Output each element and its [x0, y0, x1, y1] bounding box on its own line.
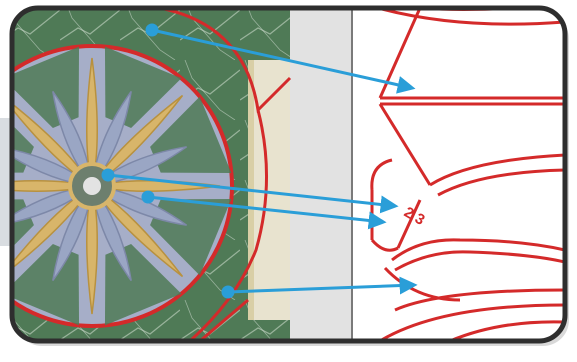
rosette-medallion	[12, 44, 234, 328]
rosette-petal	[86, 185, 98, 315]
rosette-petal	[12, 180, 93, 192]
drawing-middle-shape	[370, 153, 565, 252]
rosette-petal	[86, 57, 98, 187]
rosette-petal	[12, 146, 95, 188]
arrows	[101, 23, 418, 299]
rosette-petal	[91, 94, 184, 187]
arrow-marble-to-bottom	[221, 276, 418, 299]
grey-band	[290, 8, 352, 341]
rosette-petal	[12, 184, 95, 226]
figure-frame	[9, 5, 568, 344]
rosette-petal	[12, 185, 93, 278]
rosette-petal	[52, 183, 94, 282]
rosette-petal	[91, 185, 184, 278]
arrow-petal-to-middle	[141, 190, 387, 230]
rosette-petal	[89, 184, 188, 226]
rosette-petal	[90, 90, 132, 189]
rosette-petal	[52, 90, 94, 189]
rosette-petal	[12, 94, 93, 187]
arrow-marble-to-top	[145, 23, 416, 94]
drawing-lower-shape	[379, 238, 565, 341]
rosette-petal	[90, 183, 132, 282]
arrow-center-to-label	[101, 168, 399, 214]
